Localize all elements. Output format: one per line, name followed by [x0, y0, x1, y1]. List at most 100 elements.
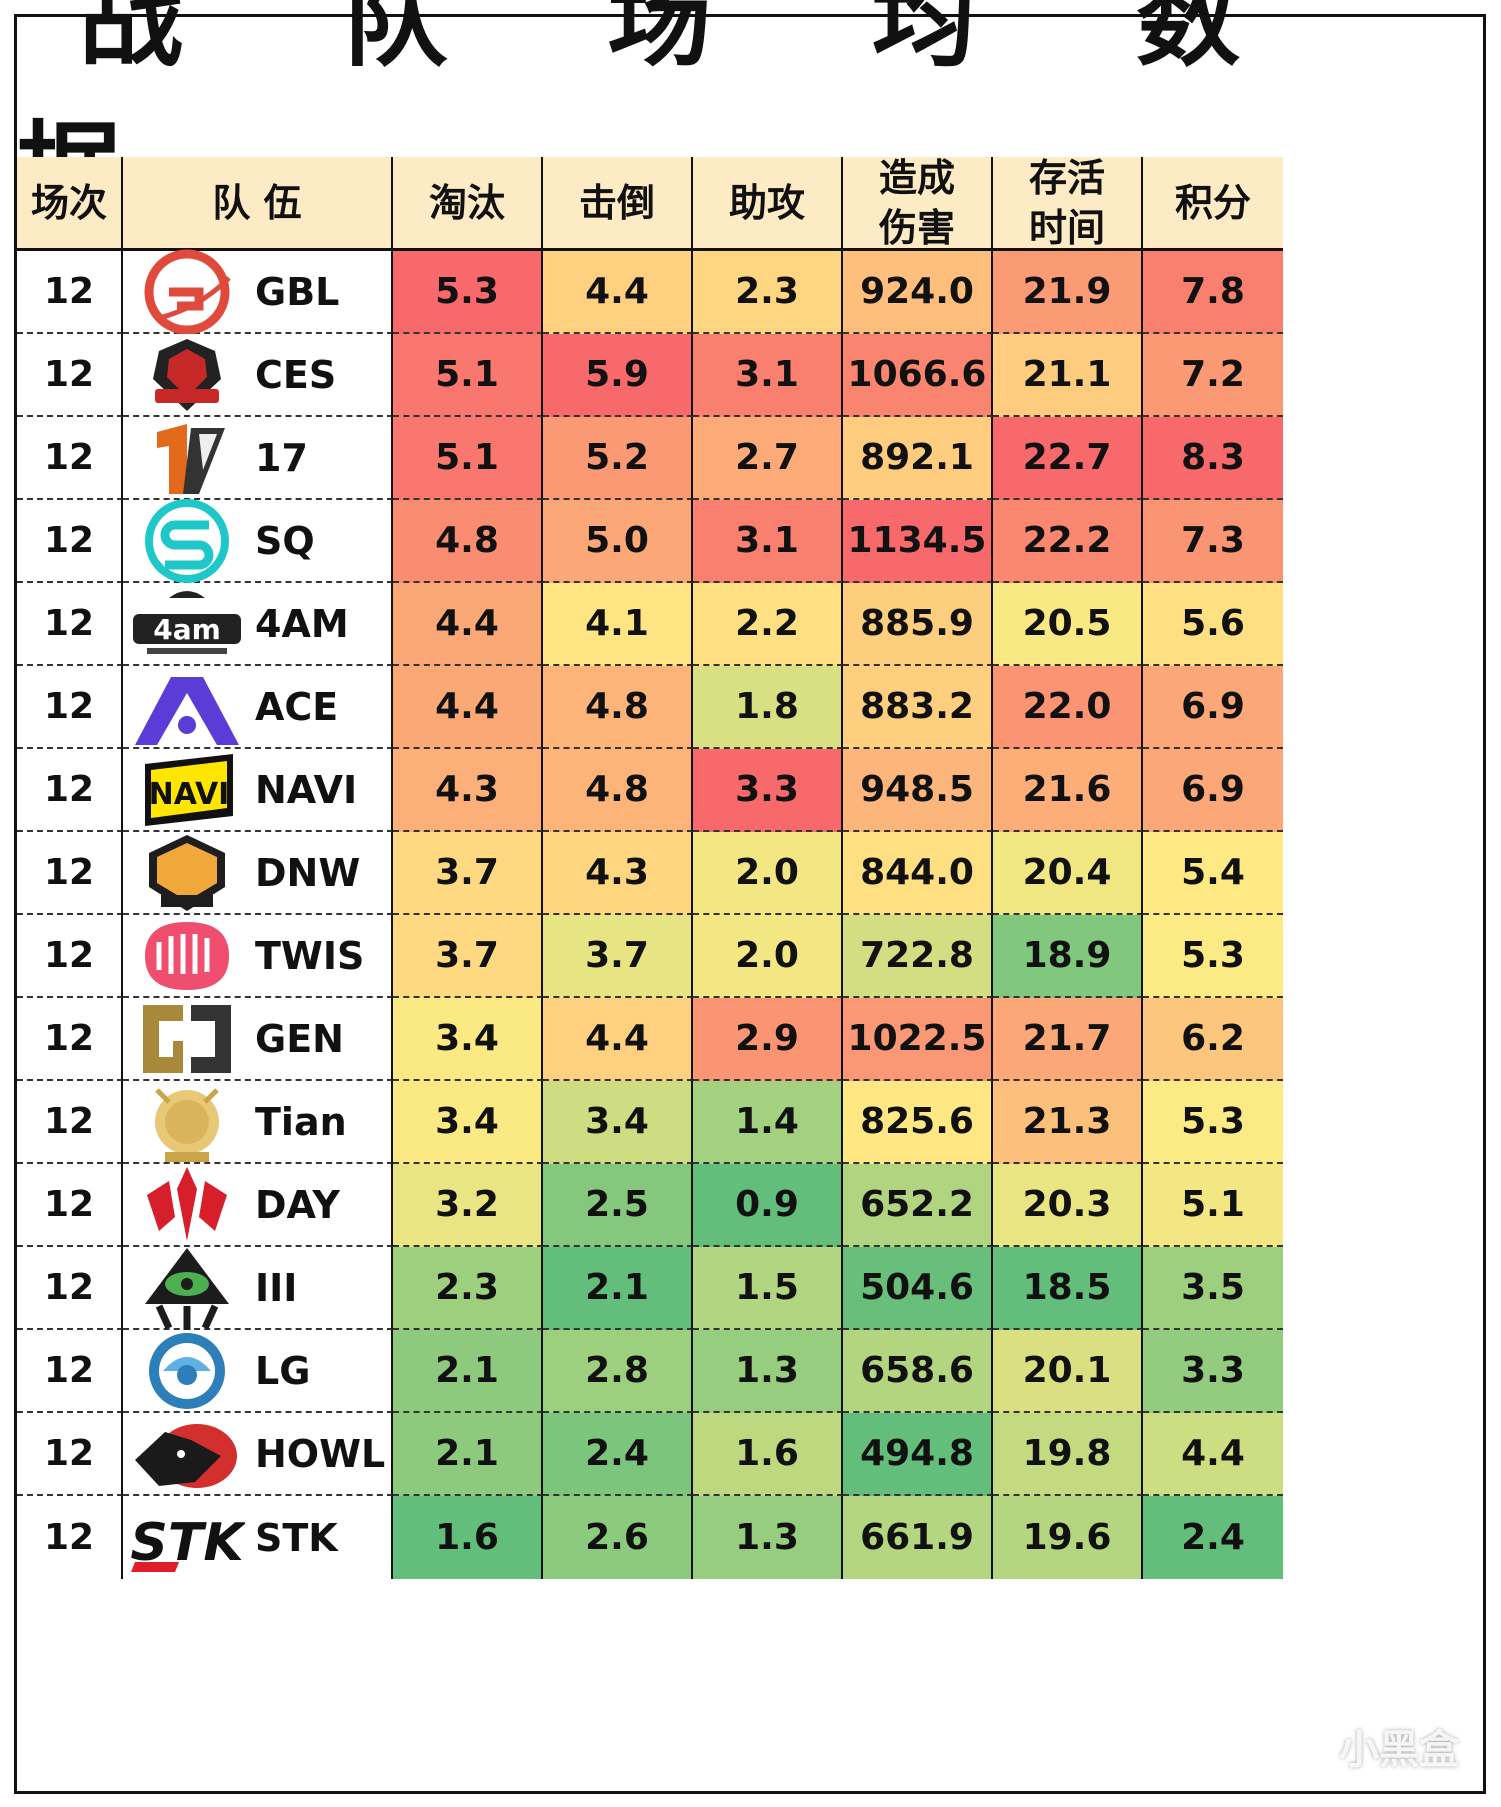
value-elim: 3.2 [435, 1184, 499, 1225]
cell-knock: 4.3 [543, 832, 693, 915]
cell-elim: 3.4 [393, 998, 543, 1081]
tian-logo-icon [155, 1087, 219, 1162]
cell-damage: 652.2 [843, 1164, 993, 1247]
cell-assist: 1.3 [693, 1330, 843, 1413]
team-logo [129, 663, 245, 751]
team-logo [129, 912, 245, 1000]
cell-damage: 494.8 [843, 1413, 993, 1496]
dnw-logo-icon [149, 834, 225, 911]
cell-knock: 2.4 [543, 1413, 693, 1496]
header-label: 击倒 [578, 180, 655, 225]
cell-assist: 2.3 [693, 251, 843, 334]
lg-logo-icon [149, 1332, 225, 1409]
cell-survival: 20.4 [993, 832, 1143, 915]
value-survival: 19.8 [1022, 1433, 1112, 1474]
cell-assist: 3.1 [693, 334, 843, 417]
cell-survival: 18.9 [993, 915, 1143, 998]
cell-points: 4.4 [1143, 1413, 1283, 1496]
team-name: Tian [255, 1099, 347, 1144]
cell-points: 7.8 [1143, 251, 1283, 334]
page-title: 战 队 场 均 数 据 [17, 0, 1302, 232]
cell-elim: 2.1 [393, 1330, 543, 1413]
value-assist: 1.8 [735, 686, 799, 727]
value-elim: 3.7 [435, 852, 499, 893]
cell-team: STK STK [123, 1496, 393, 1579]
team-name: TWIS [255, 933, 365, 978]
cell-damage: 1134.5 [843, 500, 993, 583]
value-matches: 12 [43, 1350, 95, 1391]
value-points: 5.3 [1181, 1101, 1245, 1142]
cell-damage: 661.9 [843, 1496, 993, 1579]
header-survival-time: 存活 时间 [993, 156, 1143, 251]
cell-assist: 1.4 [693, 1081, 843, 1164]
cell-matches: 12 [17, 1247, 123, 1330]
header-points: 积分 [1143, 157, 1283, 251]
team-name: III [255, 1265, 298, 1310]
value-elim: 5.1 [435, 354, 499, 395]
cell-survival: 22.7 [993, 417, 1143, 500]
value-matches: 12 [43, 271, 95, 312]
value-survival: 22.0 [1022, 686, 1112, 727]
value-points: 5.3 [1181, 935, 1245, 976]
value-assist: 0.9 [735, 1184, 799, 1225]
value-survival: 21.9 [1022, 271, 1112, 312]
cell-points: 5.1 [1143, 1164, 1283, 1247]
cell-points: 7.3 [1143, 500, 1283, 583]
team-name: SQ [255, 518, 315, 563]
value-damage: 494.8 [860, 1433, 974, 1474]
cell-team: LG [123, 1330, 393, 1413]
iii-logo-icon [145, 1247, 229, 1330]
cell-elim: 3.4 [393, 1081, 543, 1164]
cell-matches: 12 [17, 1164, 123, 1247]
header-label: 造成 伤害 [878, 155, 955, 250]
cell-damage: 825.6 [843, 1081, 993, 1164]
value-points: 3.3 [1181, 1350, 1245, 1391]
value-matches: 12 [43, 1101, 95, 1142]
value-points: 6.9 [1181, 686, 1245, 727]
cell-assist: 2.7 [693, 417, 843, 500]
cell-points: 3.3 [1143, 1330, 1283, 1413]
stk-logo-icon: STK [130, 1513, 245, 1573]
team-logo [129, 995, 245, 1083]
cell-team: GBL [123, 249, 393, 334]
value-points: 7.8 [1181, 271, 1245, 312]
cell-matches: 12 [17, 1496, 123, 1579]
value-damage: 658.6 [860, 1350, 974, 1391]
value-survival: 18.9 [1022, 935, 1112, 976]
cell-survival: 20.1 [993, 1330, 1143, 1413]
cell-knock: 4.4 [543, 998, 693, 1081]
cell-elim: 4.8 [393, 500, 543, 583]
value-elim: 5.1 [435, 437, 499, 478]
cell-matches: 12 [17, 334, 123, 417]
cell-matches: 12 [17, 1413, 123, 1496]
value-damage: 844.0 [860, 852, 974, 893]
team-logo [129, 497, 245, 585]
value-damage: 504.6 [860, 1267, 974, 1308]
value-damage: 883.2 [860, 686, 974, 727]
cell-points: 5.6 [1143, 583, 1283, 666]
value-assist: 1.5 [735, 1267, 799, 1308]
value-damage: 885.9 [860, 603, 974, 644]
value-survival: 20.1 [1022, 1350, 1112, 1391]
value-knock: 5.9 [585, 354, 649, 395]
cell-damage: 924.0 [843, 251, 993, 334]
value-elim: 3.4 [435, 1101, 499, 1142]
team-name: LG [255, 1348, 311, 1393]
cell-knock: 4.4 [543, 251, 693, 334]
cell-points: 8.3 [1143, 417, 1283, 500]
cell-elim: 5.3 [393, 251, 543, 334]
value-points: 6.2 [1181, 1018, 1245, 1059]
cell-matches: 12 [17, 583, 123, 666]
value-matches: 12 [43, 1267, 95, 1308]
4am-logo-icon: 4am [133, 590, 241, 654]
cell-points: 6.2 [1143, 998, 1283, 1081]
value-survival: 20.5 [1022, 603, 1112, 644]
cell-points: 2.4 [1143, 1496, 1283, 1579]
value-matches: 12 [43, 1018, 95, 1059]
team-logo: NAVI [129, 746, 245, 834]
value-assist: 1.6 [735, 1433, 799, 1474]
team-average-stats-table: 场次 队 伍 淘汰 击倒 助攻 造成 伤害 存活 时间 积分 12 GBL 5.3 4.4 2.3 924… [17, 156, 1483, 1791]
value-elim: 1.6 [435, 1517, 499, 1558]
sq-logo-icon [145, 498, 229, 583]
cell-damage: 1022.5 [843, 998, 993, 1081]
